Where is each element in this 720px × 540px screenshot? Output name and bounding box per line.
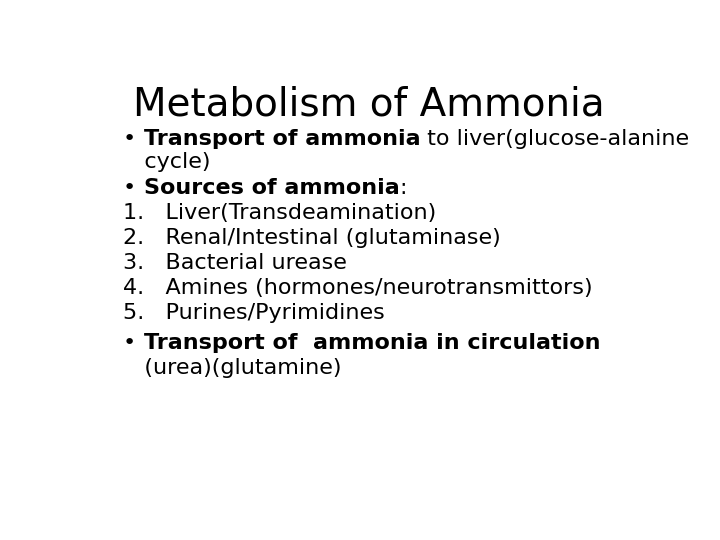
Text: 1.   Liver(Transdeamination): 1. Liver(Transdeamination) bbox=[124, 203, 437, 223]
Text: •: • bbox=[124, 129, 144, 149]
Text: (urea)(glutamine): (urea)(glutamine) bbox=[124, 358, 342, 378]
Text: to liver(glucose-alanine: to liver(glucose-alanine bbox=[420, 129, 690, 149]
Text: cycle): cycle) bbox=[124, 152, 211, 172]
Text: Transport of ammonia: Transport of ammonia bbox=[144, 129, 420, 149]
Text: Metabolism of Ammonia: Metabolism of Ammonia bbox=[133, 85, 605, 124]
Text: Sources of ammonia: Sources of ammonia bbox=[144, 178, 400, 198]
Text: •: • bbox=[124, 178, 144, 198]
Text: 2.   Renal/Intestinal (glutaminase): 2. Renal/Intestinal (glutaminase) bbox=[124, 228, 501, 248]
Text: 4.   Amines (hormones/neurotransmittors): 4. Amines (hormones/neurotransmittors) bbox=[124, 278, 593, 298]
Text: Transport of  ammonia in circulation: Transport of ammonia in circulation bbox=[144, 333, 600, 353]
Text: :: : bbox=[400, 178, 407, 198]
Text: •: • bbox=[124, 333, 144, 353]
Text: 3.   Bacterial urease: 3. Bacterial urease bbox=[124, 253, 347, 273]
Text: 5.   Purines/Pyrimidines: 5. Purines/Pyrimidines bbox=[124, 302, 385, 322]
